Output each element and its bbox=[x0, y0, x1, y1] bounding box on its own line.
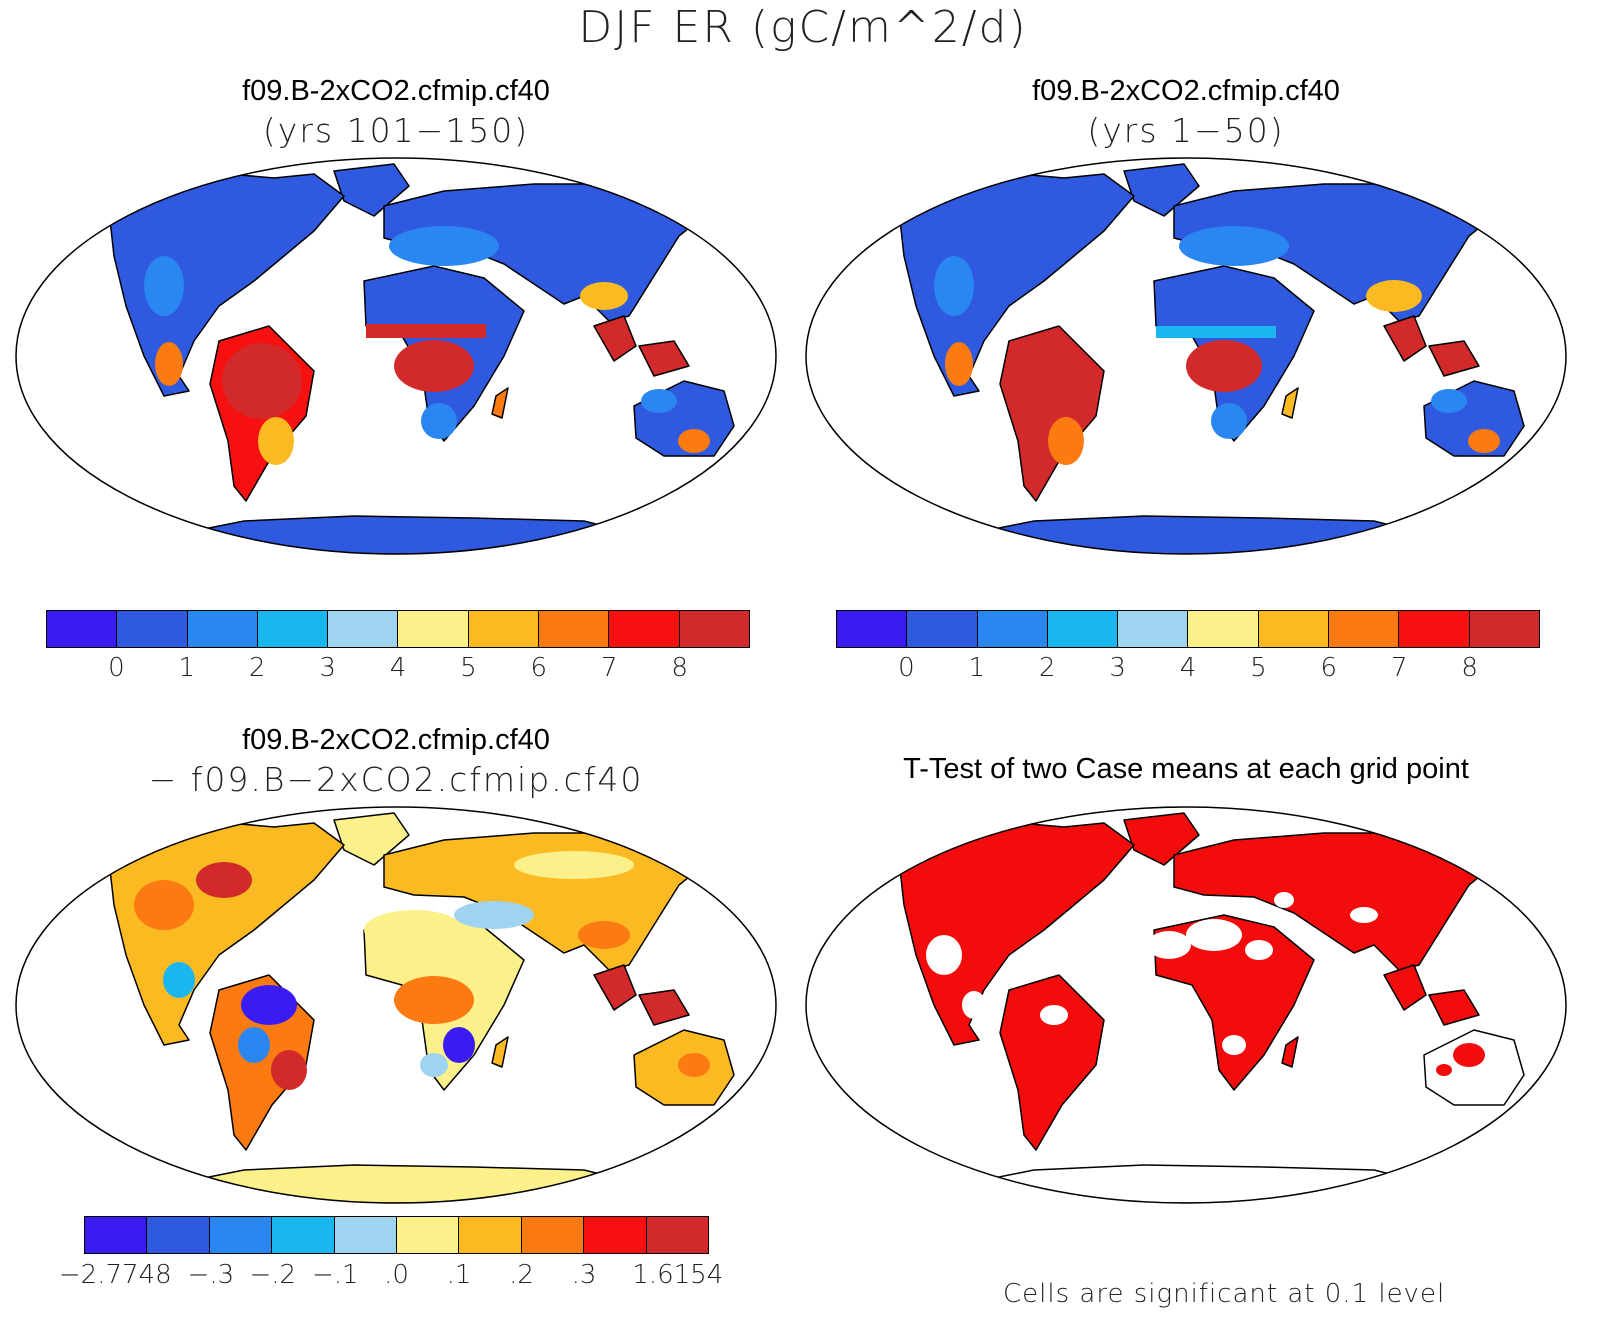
colorbar-tick-label: .2 bbox=[509, 1260, 534, 1290]
colorbar-tick-label: 8 bbox=[1461, 653, 1478, 683]
panel1-colorbar bbox=[46, 610, 750, 648]
colorbar-tick-label: 1 bbox=[968, 653, 986, 683]
panel3-map bbox=[15, 806, 777, 1204]
colorbar-swatch bbox=[397, 611, 468, 647]
colorbar-swatch bbox=[1328, 611, 1399, 647]
panel2-colorbar bbox=[836, 610, 1540, 648]
colorbar-tick-label: 6 bbox=[1320, 653, 1338, 683]
colorbar-swatch bbox=[208, 1217, 272, 1253]
colorbar-swatch bbox=[333, 1217, 397, 1253]
colorbar-swatch bbox=[1257, 611, 1329, 647]
figure-title: DJF ER (gC/m^2/d) bbox=[578, 2, 1028, 53]
colorbar-swatch bbox=[85, 1217, 147, 1253]
colorbar-tick-label: 3 bbox=[1109, 653, 1126, 683]
colorbar-swatch bbox=[47, 611, 117, 647]
colorbar-swatch bbox=[396, 1217, 459, 1253]
colorbar-swatch bbox=[520, 1217, 584, 1253]
colorbar-swatch bbox=[271, 1217, 334, 1253]
panel3-subtitle: − f09.B−2xCO2.cfmip.cf40 bbox=[148, 760, 644, 799]
colorbar-tick-label: 0 bbox=[898, 653, 915, 683]
colorbar-tick-label: .0 bbox=[384, 1260, 409, 1290]
colorbar-swatch bbox=[645, 1217, 709, 1253]
colorbar-swatch bbox=[976, 611, 1047, 647]
panel4-title: T-Test of two Case means at each grid po… bbox=[903, 753, 1469, 785]
colorbar-swatch bbox=[146, 1217, 209, 1253]
colorbar-swatch bbox=[608, 611, 679, 647]
colorbar-swatch bbox=[116, 611, 187, 647]
colorbar-tick-label: −.3 bbox=[187, 1260, 235, 1290]
panel1-map bbox=[15, 157, 777, 555]
colorbar-swatch bbox=[458, 1217, 521, 1253]
colorbar-tick-label: −.1 bbox=[311, 1260, 359, 1290]
panel2-title: f09.B-2xCO2.cfmip.cf40 bbox=[1032, 75, 1340, 107]
colorbar-swatch bbox=[1046, 611, 1118, 647]
panel1-colorbar-labels: 0 1 2 3 4 5 6 7 8 bbox=[46, 653, 750, 689]
panel3-colorbar-labels: −2.7748 −.3 −.2 −.1 .0 .1 .2 .3 1.6154 bbox=[59, 1260, 723, 1296]
ttest-note: Cells are significant at 0.1 level bbox=[1003, 1279, 1446, 1309]
colorbar-tick-label: 4 bbox=[1179, 653, 1197, 683]
colorbar-swatch bbox=[467, 611, 539, 647]
colorbar-swatch bbox=[1468, 611, 1539, 647]
colorbar-swatch bbox=[256, 611, 328, 647]
colorbar-tick-label: 5 bbox=[460, 653, 477, 683]
colorbar-tick-label: 0 bbox=[108, 653, 125, 683]
colorbar-swatch bbox=[538, 611, 609, 647]
colorbar-tick-label: .1 bbox=[446, 1260, 472, 1290]
colorbar-swatch bbox=[678, 611, 749, 647]
colorbar-tick-label: 3 bbox=[319, 653, 336, 683]
colorbar-swatch bbox=[1398, 611, 1469, 647]
colorbar-swatch bbox=[1117, 611, 1188, 647]
colorbar-tick-label: 1.6154 bbox=[632, 1260, 724, 1290]
colorbar-tick-label: −.2 bbox=[249, 1260, 297, 1290]
colorbar-swatch bbox=[1187, 611, 1258, 647]
colorbar-tick-label: 7 bbox=[600, 653, 618, 683]
panel1-subtitle: (yrs 101−150) bbox=[262, 111, 530, 150]
colorbar-tick-label: 2 bbox=[248, 653, 266, 683]
panel4-map bbox=[805, 806, 1567, 1204]
colorbar-tick-label: 5 bbox=[1250, 653, 1267, 683]
colorbar-tick-label: 1 bbox=[178, 653, 196, 683]
panel3-colorbar bbox=[84, 1216, 709, 1254]
colorbar-swatch bbox=[583, 1217, 646, 1253]
colorbar-tick-label: 6 bbox=[530, 653, 548, 683]
panel2-colorbar-labels: 0 1 2 3 4 5 6 7 8 bbox=[836, 653, 1540, 689]
colorbar-tick-label: 4 bbox=[389, 653, 407, 683]
colorbar-tick-label: 2 bbox=[1038, 653, 1056, 683]
colorbar-tick-label: 7 bbox=[1390, 653, 1408, 683]
panel1-title: f09.B-2xCO2.cfmip.cf40 bbox=[242, 75, 550, 107]
colorbar-swatch bbox=[327, 611, 398, 647]
colorbar-swatch bbox=[186, 611, 257, 647]
colorbar-swatch bbox=[906, 611, 977, 647]
colorbar-swatch bbox=[837, 611, 907, 647]
colorbar-tick-label: .3 bbox=[571, 1260, 597, 1290]
colorbar-tick-label: −2.7748 bbox=[58, 1260, 172, 1290]
panel2-subtitle: (yrs 1−50) bbox=[1087, 111, 1285, 150]
colorbar-tick-label: 8 bbox=[671, 653, 688, 683]
panel2-map bbox=[805, 157, 1567, 555]
panel3-title: f09.B-2xCO2.cfmip.cf40 bbox=[242, 724, 550, 756]
